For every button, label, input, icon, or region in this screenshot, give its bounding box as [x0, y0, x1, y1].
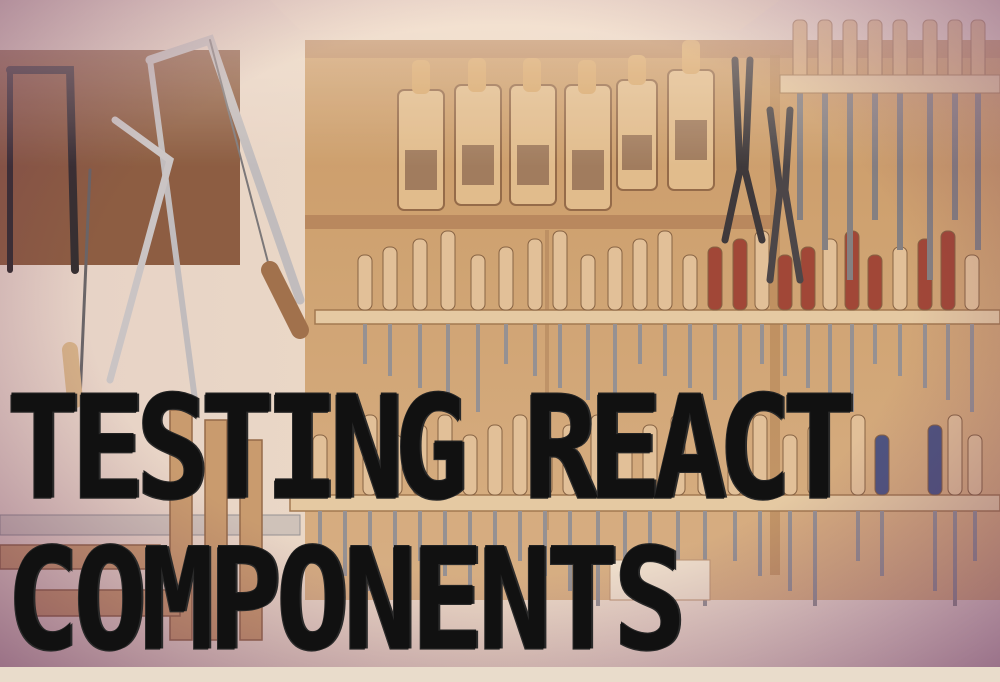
tool-wall-photo	[0, 0, 1000, 667]
title-line-2: COMPONENTS	[6, 518, 687, 682]
title-line-1: TESTING REACT	[6, 366, 857, 533]
